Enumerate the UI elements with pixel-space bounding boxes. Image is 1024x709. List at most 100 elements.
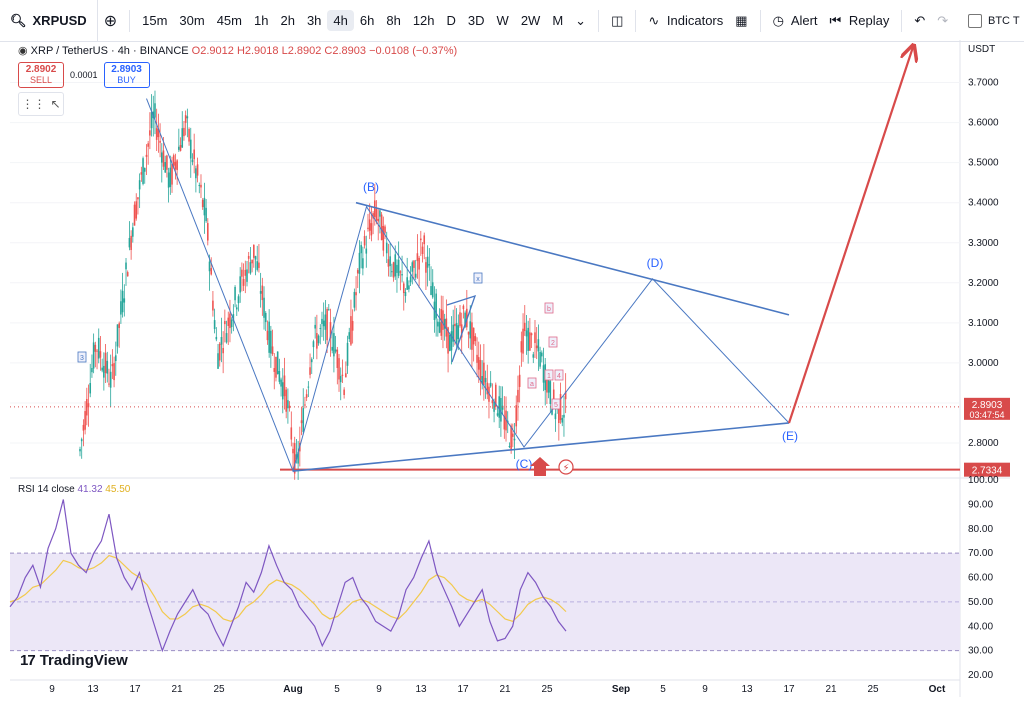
layouts-button[interactable]: ▦ [729, 13, 753, 29]
inner-triangle[interactable] [446, 294, 477, 363]
interval-2w[interactable]: 2W [520, 13, 541, 28]
candle-body [460, 324, 463, 338]
candle-body [114, 355, 117, 362]
candle-body [200, 184, 202, 188]
candle-body [123, 298, 126, 303]
interval-15m[interactable]: 15m [142, 13, 168, 28]
alert-button[interactable]: ◷ Alert [767, 13, 824, 29]
candle-body [288, 405, 291, 409]
redo-button[interactable]: ↷ [931, 13, 954, 29]
candle-body [530, 333, 533, 336]
interval-m[interactable]: M [552, 13, 564, 28]
candle-body [396, 264, 398, 273]
interval-d[interactable]: D [446, 13, 456, 28]
projection-arrow[interactable] [787, 47, 913, 424]
candle-body [111, 364, 114, 367]
candle-body [428, 264, 431, 266]
candle-body [162, 150, 165, 167]
interval-12h[interactable]: 12h [412, 13, 435, 28]
candle-body [273, 368, 276, 372]
currency-label: USDT [968, 44, 996, 55]
candle-body [150, 111, 153, 129]
candle-body [212, 300, 214, 311]
support-price-text: 2.7334 [972, 466, 1003, 477]
y-tick-label: 3.6000 [968, 118, 999, 129]
undo-button[interactable]: ↶ [908, 13, 931, 29]
candle-body [564, 391, 567, 400]
subwave-text: 5 [554, 402, 558, 409]
candle-body [126, 272, 129, 277]
candle-body [523, 322, 526, 331]
interval-w[interactable]: W [496, 13, 509, 28]
subwave-box [527, 377, 537, 389]
candle-body [302, 408, 305, 432]
lower-trendline[interactable] [292, 422, 790, 472]
candle-body [268, 321, 270, 353]
legend-close: C2.8903 [324, 45, 367, 57]
candle-body [539, 351, 541, 367]
upper-trendline[interactable] [355, 201, 790, 316]
interval-2h[interactable]: 2h [280, 13, 295, 28]
y-tick-label: 3.2000 [968, 278, 999, 289]
candle-body [448, 334, 451, 351]
candle-body [109, 371, 112, 388]
wave-path[interactable] [146, 98, 790, 473]
lightning-icon[interactable] [558, 459, 574, 475]
candle-body [563, 414, 565, 418]
interval-3d[interactable]: 3D [467, 13, 485, 28]
candle-body [207, 223, 209, 241]
buy-button[interactable]: 2.8903 BUY [103, 62, 150, 88]
candle-body [132, 227, 134, 237]
candle-body [455, 323, 458, 344]
indicators-button[interactable]: ∿ Indicators [642, 13, 729, 29]
dots-icon[interactable]: ⋮⋮ [21, 97, 46, 111]
pattern-drawings[interactable]: (B) (C) (D) (E) 3 x b 2 a 1 4 5 ⚡︎ [10, 47, 960, 476]
interval-8h[interactable]: 8h [386, 13, 401, 28]
candle-body [99, 351, 102, 358]
candle-body [469, 321, 472, 339]
interval-4h[interactable]: 4h [327, 10, 354, 31]
candle-body [133, 204, 136, 226]
interval-45m[interactable]: 45m [216, 13, 242, 28]
compare-add-button[interactable]: ⊕ [103, 12, 118, 30]
compare-checkbox[interactable]: BTC T [968, 14, 1020, 28]
cursor-icon[interactable]: ↖ [50, 97, 61, 111]
rsi-ma-line [9, 554, 567, 623]
candle-body [172, 155, 175, 166]
candle-body [370, 223, 373, 236]
candle-body [184, 115, 187, 123]
rsi-y-tick-label: 60.00 [968, 573, 993, 584]
candle-body [82, 424, 85, 431]
rsi-value: 41.32 [77, 484, 103, 495]
currency-selector[interactable]: USDT [968, 44, 995, 55]
candle-body [327, 309, 330, 311]
interval-1h[interactable]: 1h [254, 13, 269, 28]
candle-body [496, 413, 499, 416]
y-tick-label: 3.0000 [968, 358, 999, 369]
candle-body [254, 256, 257, 260]
candle-body [176, 160, 178, 171]
candle-body [263, 297, 265, 318]
candle-body [474, 336, 477, 342]
candle-body [561, 417, 564, 423]
chevron-down-icon[interactable]: ⌄ [575, 12, 587, 28]
subwave-label: 2 [548, 336, 558, 348]
up-arrow-marker-icon[interactable] [530, 457, 550, 476]
candle-type-button[interactable]: ◫ [605, 13, 629, 29]
interval-30m[interactable]: 30m [179, 13, 205, 28]
candle-body [343, 389, 345, 395]
rsi-y-tick-label: 30.00 [968, 646, 993, 657]
buy-label: BUY [117, 75, 136, 85]
symbol-search[interactable]: 🔍︎ XRPUSD [0, 0, 98, 42]
replay-button[interactable]: ⏮ Replay [824, 13, 896, 29]
candle-body [334, 349, 337, 352]
candle-body [362, 258, 364, 269]
candle-body [290, 427, 293, 440]
sell-button[interactable]: 2.8902 SELL [18, 62, 64, 88]
x-tick-label: Oct [929, 684, 946, 695]
candle-body [491, 400, 494, 404]
candle-body [317, 335, 320, 344]
interval-3h[interactable]: 3h [306, 13, 322, 28]
interval-6h[interactable]: 6h [359, 13, 375, 28]
